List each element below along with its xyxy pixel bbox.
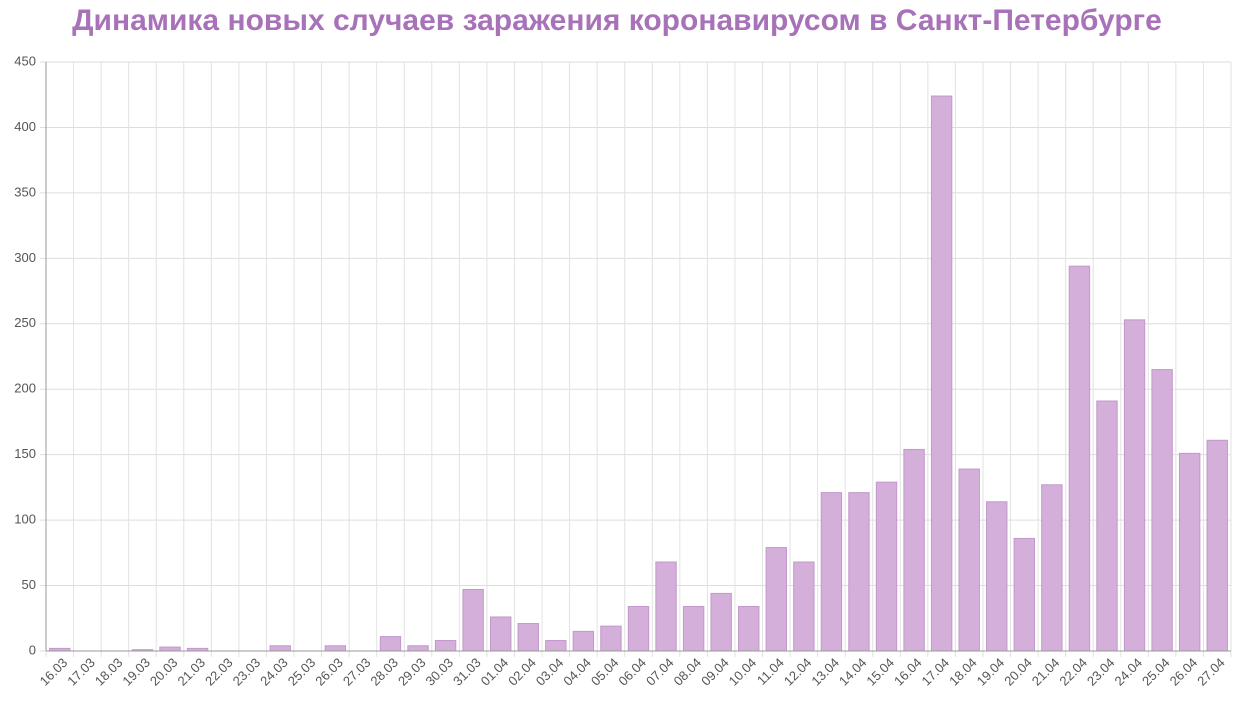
bar bbox=[875, 481, 898, 652]
x-tick-label: 01.04 bbox=[478, 655, 512, 689]
bar bbox=[655, 561, 677, 652]
y-tick-label: 0 bbox=[29, 642, 36, 657]
bar bbox=[627, 605, 650, 652]
y-tick-label: 100 bbox=[14, 512, 36, 527]
bar bbox=[1013, 537, 1036, 652]
x-tick-label: 16.04 bbox=[891, 655, 925, 689]
x-tick-label: 06.04 bbox=[615, 655, 649, 689]
bar bbox=[1068, 265, 1091, 652]
x-tick-label: 23.04 bbox=[1084, 655, 1118, 689]
bar bbox=[793, 561, 815, 652]
x-tick-label: 03.04 bbox=[533, 655, 567, 689]
x-tick-label: 05.04 bbox=[588, 655, 622, 689]
bar bbox=[1206, 439, 1228, 652]
bar bbox=[517, 623, 539, 652]
bar bbox=[710, 592, 732, 652]
bar bbox=[738, 605, 760, 652]
x-tick-label: 20.03 bbox=[147, 655, 181, 689]
x-tick-label: 19.03 bbox=[119, 655, 153, 689]
bar bbox=[682, 605, 705, 652]
x-tick-label: 09.04 bbox=[698, 655, 732, 689]
y-tick-label: 400 bbox=[14, 119, 36, 134]
bar bbox=[269, 645, 291, 652]
x-tick-label: 23.03 bbox=[230, 655, 264, 689]
y-tick-label: 350 bbox=[14, 184, 36, 199]
x-tick-label: 07.04 bbox=[643, 655, 677, 689]
bar bbox=[1096, 400, 1118, 652]
bar bbox=[407, 645, 429, 652]
bar bbox=[1151, 369, 1173, 652]
x-tick-label: 04.04 bbox=[560, 655, 594, 689]
y-tick-label: 200 bbox=[14, 381, 36, 396]
x-tick-label: 31.03 bbox=[450, 655, 484, 689]
x-tick-label: 29.03 bbox=[395, 655, 429, 689]
bar bbox=[820, 492, 843, 652]
bar bbox=[434, 640, 457, 652]
chart-title: Динамика новых случаев заражения коронав… bbox=[72, 4, 1162, 37]
x-tick-label: 25.03 bbox=[285, 655, 319, 689]
x-tick-label: 15.04 bbox=[863, 655, 897, 689]
x-tick-label: 30.03 bbox=[423, 655, 457, 689]
bar bbox=[903, 448, 925, 652]
bar bbox=[490, 616, 512, 652]
x-tick-label: 25.04 bbox=[1139, 655, 1173, 689]
bar bbox=[958, 468, 980, 652]
bar bbox=[379, 636, 402, 652]
bar bbox=[1178, 452, 1201, 652]
y-tick-label: 450 bbox=[14, 53, 36, 68]
x-tick-label: 19.04 bbox=[974, 655, 1008, 689]
x-tick-label: 18.03 bbox=[92, 655, 126, 689]
x-tick-label: 14.04 bbox=[836, 655, 870, 689]
x-tick-label: 13.04 bbox=[808, 655, 842, 689]
bar bbox=[1041, 484, 1063, 652]
x-tick-label: 10.04 bbox=[726, 655, 760, 689]
x-tick-label: 21.03 bbox=[175, 655, 209, 689]
y-tick-label: 150 bbox=[14, 446, 36, 461]
bar bbox=[1123, 319, 1146, 652]
bar bbox=[545, 640, 567, 652]
bar bbox=[324, 645, 347, 652]
bar bbox=[986, 501, 1008, 652]
bar bbox=[765, 547, 787, 652]
x-tick-label: 17.04 bbox=[919, 655, 953, 689]
x-tick-label: 11.04 bbox=[754, 655, 787, 688]
bar bbox=[930, 95, 953, 652]
x-tick-label: 21.04 bbox=[1029, 655, 1063, 689]
x-tick-label: 22.03 bbox=[202, 655, 236, 689]
x-tick-label: 18.04 bbox=[946, 655, 980, 689]
x-tick-label: 26.04 bbox=[1167, 655, 1201, 689]
x-tick-label: 17.03 bbox=[64, 655, 98, 689]
x-tick-label: 22.04 bbox=[1056, 655, 1090, 689]
x-tick-label: 26.03 bbox=[312, 655, 346, 689]
bar bbox=[600, 625, 622, 652]
y-tick-label: 300 bbox=[14, 250, 36, 265]
y-tick-label: 250 bbox=[14, 315, 36, 330]
y-tick-label: 50 bbox=[22, 577, 36, 592]
x-tick-label: 27.03 bbox=[340, 655, 374, 689]
bar bbox=[159, 646, 181, 652]
x-tick-label: 28.03 bbox=[367, 655, 401, 689]
x-tick-label: 16.03 bbox=[37, 655, 71, 689]
bar bbox=[848, 492, 870, 652]
x-tick-label: 02.04 bbox=[505, 655, 539, 689]
x-tick-label: 27.04 bbox=[1194, 655, 1228, 689]
x-tick-label: 20.04 bbox=[1001, 655, 1035, 689]
x-tick-label: 12.04 bbox=[781, 655, 815, 689]
x-tick-label: 24.03 bbox=[257, 655, 291, 689]
x-tick-label: 24.04 bbox=[1111, 655, 1145, 689]
x-tick-label: 08.04 bbox=[671, 655, 705, 689]
bar bbox=[462, 588, 484, 652]
bar bbox=[572, 630, 595, 652]
